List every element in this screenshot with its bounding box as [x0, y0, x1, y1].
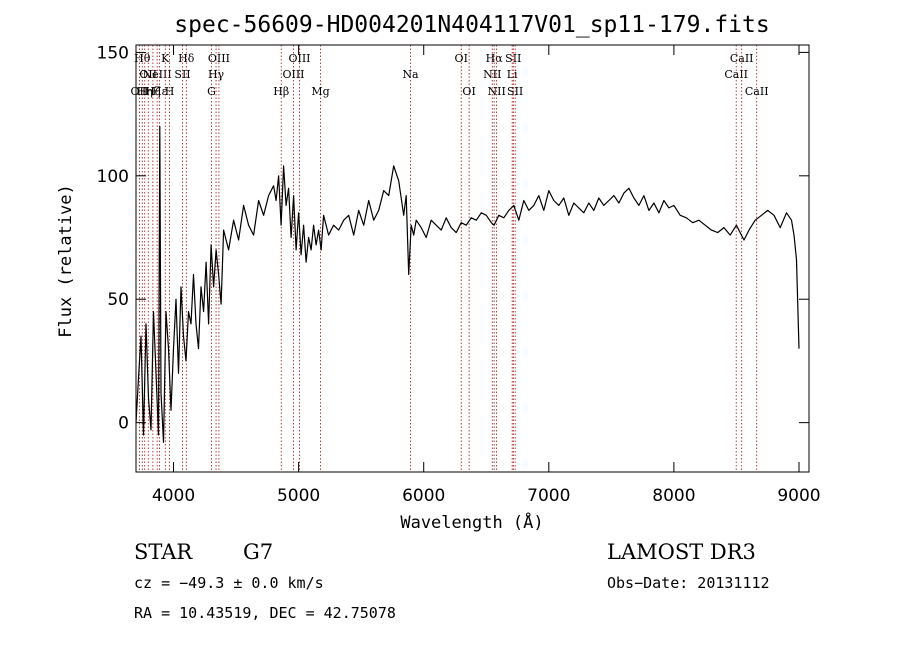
coordinates: RA = 10.43519, DEC = 42.75078	[134, 604, 396, 622]
marker-label-1: Hθ	[134, 52, 151, 65]
marker-label-25: SII	[505, 52, 521, 65]
y-tick-label-0: 0	[118, 414, 129, 434]
marker-label-8: H	[165, 85, 175, 98]
marker-label-20: OI	[462, 85, 475, 98]
x-tick-label-3: 7000	[527, 486, 570, 506]
marker-label-16: OIII	[288, 52, 310, 65]
line-markers: OIIHθHηOIIHζNeIIIHεKHSIIHδGHγOIIIHβOIIIO…	[131, 45, 769, 472]
x-tick-label-1: 5000	[277, 486, 320, 506]
object-class: STAR	[134, 540, 193, 564]
marker-label-14: Hβ	[273, 85, 289, 98]
x-tick-label-5: 9000	[777, 486, 820, 506]
x-tick-label-4: 8000	[652, 486, 695, 506]
marker-label-11: G	[207, 85, 216, 98]
marker-label-21: NII	[483, 68, 501, 81]
marker-label-27: CaII	[724, 68, 748, 81]
y-tick-label-2: 100	[97, 167, 129, 187]
plot-frame	[135, 44, 810, 473]
x-axis: 4000 5000 6000 7000 8000 9000	[152, 45, 821, 506]
marker-label-29: CaII	[745, 85, 769, 98]
y-axis-label: Flux (relative)	[56, 184, 76, 338]
chart-title: spec-56609-HD004201N404117V01_sp11-179.f…	[174, 12, 769, 38]
marker-label-10: Hδ	[178, 52, 195, 65]
y-tick-label-3: 150	[97, 43, 129, 63]
spectrum-line-0	[135, 125, 800, 443]
x-tick-label-0: 4000	[152, 486, 195, 506]
marker-label-17: Mg	[311, 85, 329, 98]
marker-label-0: OII	[131, 85, 149, 98]
marker-label-28: CaII	[730, 52, 754, 65]
marker-label-18: Na	[402, 68, 419, 81]
marker-label-5: NeIII	[143, 68, 172, 81]
survey-name: LAMOST DR3	[607, 540, 756, 564]
object-subclass: G7	[243, 540, 273, 564]
marker-label-6: Hε	[152, 85, 168, 98]
redshift-info: cz = −49.3 ± 0.0 km/s	[134, 574, 324, 592]
marker-label-9: SII	[174, 68, 190, 81]
marker-label-7: K	[161, 52, 170, 65]
marker-label-13: OIII	[208, 52, 230, 65]
marker-label-23: NII	[487, 85, 505, 98]
marker-label-15: OIII	[282, 68, 304, 81]
marker-label-2: Hη	[137, 85, 153, 98]
y-axis: 0 50 100 150	[97, 43, 809, 434]
marker-label-22: Hα	[486, 52, 504, 65]
x-axis-label: Wavelength (Å)	[400, 511, 543, 533]
marker-label-26: SII	[507, 85, 523, 98]
marker-label-19: OI	[455, 52, 468, 65]
spectrum-series	[135, 125, 800, 443]
marker-label-24: Li	[507, 68, 518, 81]
marker-label-12: Hγ	[208, 68, 225, 81]
y-tick-label-1: 50	[107, 290, 129, 310]
observation-date: Obs−Date: 20131112	[607, 574, 770, 592]
x-tick-label-2: 6000	[402, 486, 445, 506]
